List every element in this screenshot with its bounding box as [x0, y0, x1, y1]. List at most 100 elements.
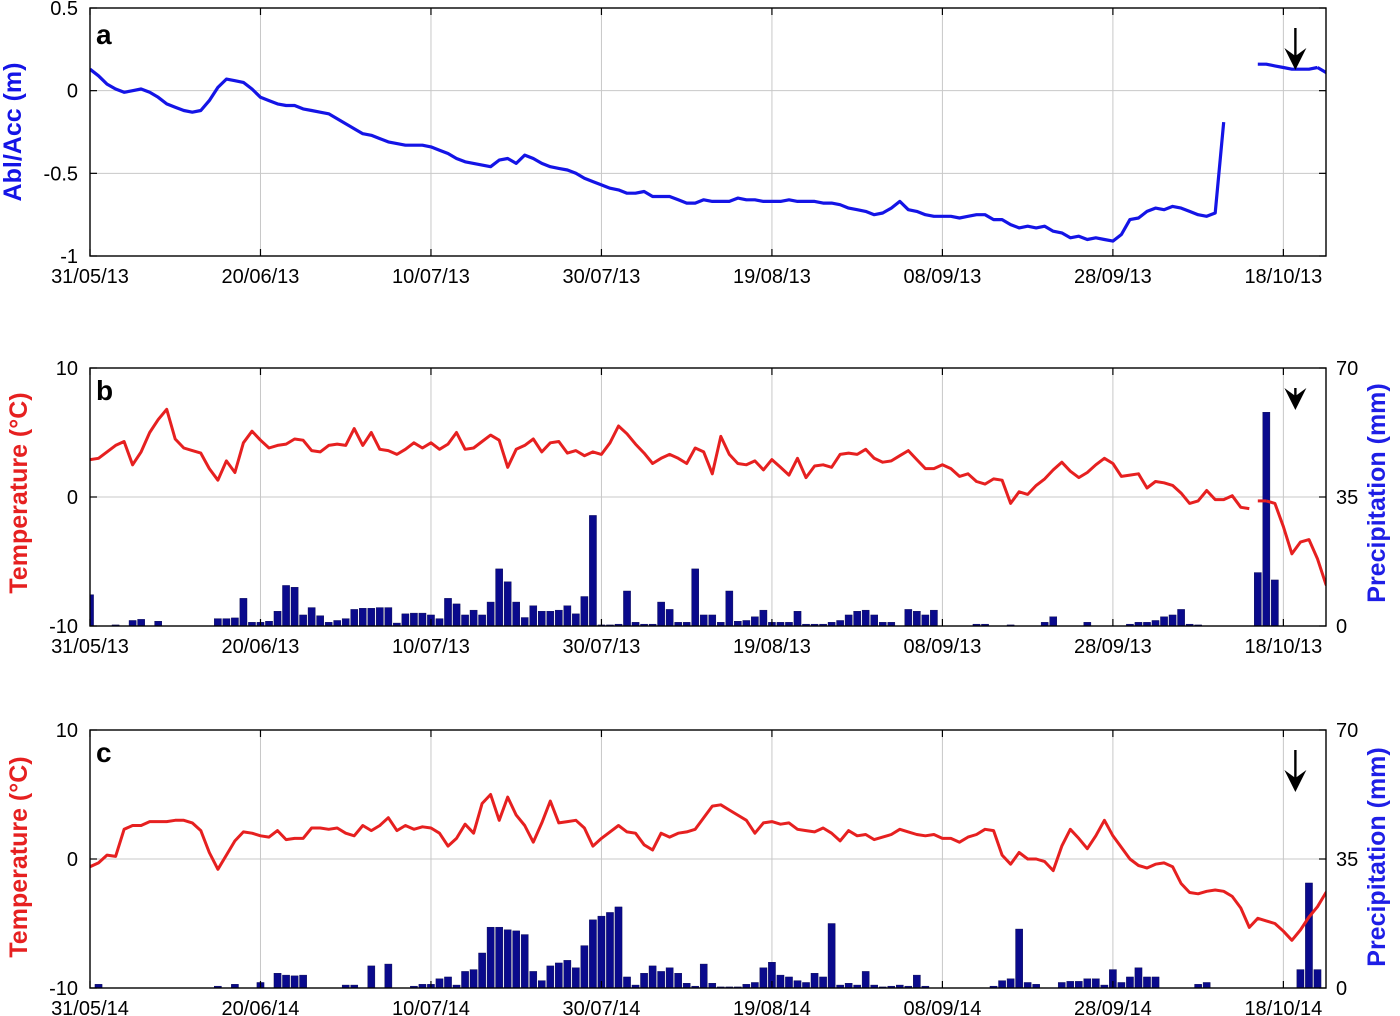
panel-b-label: b [96, 375, 113, 406]
panel-b-precip-bar [384, 607, 393, 626]
panel-b-precip-bar [154, 621, 162, 626]
panel-b-precip-bar [393, 622, 401, 626]
panel-c-precip-bar [597, 915, 606, 988]
panel-c-precip-bar [998, 980, 1006, 988]
panel-c-precip-bar [776, 974, 785, 988]
panel-b-precip-bar [734, 621, 742, 626]
panel-b-precip-bar [461, 614, 469, 626]
panel-b-precip-bar [657, 601, 665, 626]
panel-a-axes-box [89, 7, 1327, 257]
panel-b-precip-bar [665, 609, 674, 626]
panel-a-abl-acc: 31/05/13 20/06/13 10/07/13 30/07/13 19/08/13… [0, 0, 1327, 288]
panel-c-precip-bar [452, 984, 461, 988]
panel-b-precip-bar [1185, 623, 1194, 626]
panel-b-ytick-label: -10 [49, 616, 78, 638]
panel-b-precip-bar [520, 617, 529, 626]
panel-a-arrow [1284, 28, 1307, 70]
panel-b-precip-bar [333, 620, 341, 626]
panel-b-precip-bar [861, 609, 870, 626]
panel-b-precip-bar [1177, 609, 1185, 626]
panel-b-ytick-right-label: 0 [1336, 616, 1347, 638]
panel-b-precip-bar [282, 585, 290, 626]
panel-b-precip-bar [341, 618, 350, 626]
panel-c-precip-bar [708, 983, 717, 988]
panel-c-ytick-label: -10 [49, 978, 78, 1000]
panel-c-precip-bar [896, 984, 904, 988]
panel-b-precip-bar [699, 614, 708, 626]
panel-c-precip-bar [759, 967, 768, 988]
panel-c-precip-bar [793, 980, 802, 988]
panel-a-ytick-label: 0 [67, 81, 78, 103]
panel-b-precip-bar [478, 614, 486, 626]
panel-b-precip-bar [90, 594, 94, 626]
panel-b-ytick-right-label: 70 [1336, 358, 1358, 380]
panel-b-precip-bar [1126, 623, 1134, 626]
panel-c-precip-bar [751, 982, 759, 988]
panel-c-arrow-head [1284, 770, 1307, 792]
panel-c-precip-bar [674, 973, 682, 988]
panel-b-arrow-head [1284, 388, 1307, 410]
panel-b-precip-bar [572, 613, 580, 626]
panel-c-xtick-label: 18/10/14 [1244, 998, 1322, 1016]
panel-c-precip-bar [486, 926, 495, 988]
panel-b-precip-bar [853, 611, 861, 626]
panel-b-precip-bar [435, 618, 444, 626]
panel-b-precip-bar [708, 614, 717, 626]
panel-c-precip-bar [768, 962, 776, 988]
panel-b-ytick-right-label: 35 [1336, 487, 1358, 509]
panel-b-precip-bar [921, 614, 930, 626]
panel-a-xtick-label: 19/08/13 [733, 266, 811, 288]
panel-b-ytick-label: 0 [67, 487, 78, 509]
panel-c-precip-bar [1126, 976, 1134, 988]
panel-b-xtick-label: 30/07/13 [563, 636, 641, 658]
panel-c-xtick-label: 08/09/14 [903, 998, 981, 1016]
panel-c-precip-bar [580, 945, 589, 988]
panel-b-ylabel: Temperature (°C) [5, 392, 33, 593]
panel-c-xtick-label: 31/05/14 [51, 998, 129, 1016]
panel-a-xtick-label: 10/07/13 [392, 266, 470, 288]
panel-b-precip-bar [819, 623, 827, 626]
panel-c-precip-bar [904, 985, 913, 988]
panel-c-ylabel: Temperature (°C) [5, 756, 33, 957]
panel-b-precip-bar [614, 623, 623, 626]
panel-a-ticks: 31/05/13 20/06/13 10/07/13 30/07/13 19/08/13… [44, 0, 1326, 288]
panel-b-precip-bar [930, 609, 938, 626]
panel-c-precip-bar [1015, 928, 1023, 988]
panel-b-precip-bar [913, 611, 921, 626]
panel-b-precip-bar [640, 623, 648, 626]
panel-c-precip-bar [563, 960, 572, 988]
panel-b-grid [90, 368, 1326, 626]
panel-a-xtick-label: 20/06/13 [222, 266, 300, 288]
panel-b-precip-bar [537, 611, 546, 626]
panel-c-precip-bar [589, 919, 597, 988]
panel-b-precip-bar [239, 598, 248, 626]
panel-c-precip-bar [350, 984, 359, 988]
panel-b-precip-bar [725, 590, 734, 626]
panel-c-precip-bar [444, 976, 452, 988]
panel-b-precip-bar [793, 611, 802, 626]
panel-b-temp-line [90, 407, 1250, 511]
panel-a-series [90, 62, 1326, 243]
panel-b-precip-bar [972, 623, 981, 626]
panel-c-precip-bar [640, 973, 648, 988]
panel-a-arrow-head [1284, 48, 1307, 70]
panel-c-precip-bar [384, 963, 393, 988]
panel-c-precip-bar [341, 984, 350, 988]
panel-c-precip-bar [546, 965, 555, 988]
panel-b-precip-bar [444, 598, 452, 626]
panel-c-precip-bar [367, 965, 376, 988]
panel-b-temp-line [1265, 499, 1326, 587]
panel-c-precip-bar [844, 983, 853, 988]
panel-b-precip-bar [299, 614, 307, 626]
panel-c-precip-bar [861, 971, 870, 988]
panel-c-precip-bar [1066, 981, 1075, 988]
panel-b-precip-bar [1271, 579, 1279, 626]
panel-b-precip-bar [222, 618, 231, 626]
panel-b-precip-bar [1254, 572, 1262, 626]
panel-c-ytick-right-label: 35 [1336, 849, 1358, 871]
panel-b-xtick-label: 28/09/13 [1074, 636, 1152, 658]
panel-c-xtick-label: 19/08/14 [733, 998, 811, 1016]
panel-b-precip-bar [367, 608, 376, 626]
panel-c-precip-bar [913, 974, 921, 988]
panel-c-temp-line [90, 793, 1326, 942]
